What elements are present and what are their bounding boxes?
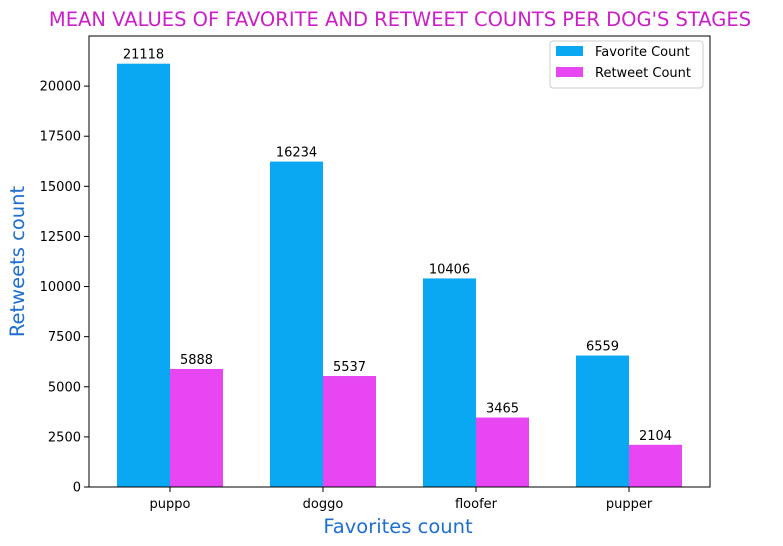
bar-favorite-pupper (576, 356, 629, 487)
y-tick-label: 12500 (40, 230, 81, 245)
legend-label: Retweet Count (595, 66, 691, 81)
chart-title: MEAN VALUES OF FAVORITE AND RETWEET COUN… (49, 8, 751, 31)
legend-swatch-favorite (556, 46, 583, 56)
y-tick-label: 5000 (48, 380, 81, 395)
legend-swatch-retweet (556, 67, 583, 77)
bar-value-label: 10406 (429, 262, 470, 277)
bar-retweet-floofer (476, 418, 529, 487)
plot-area: 21118 5888 puppo 16234 5537 doggo 10406 3465 flo… (40, 36, 710, 512)
y-tick-label: 7500 (48, 330, 81, 345)
x-tick-label: puppo (150, 497, 191, 512)
x-tick-label: doggo (303, 497, 344, 512)
y-tick-label: 20000 (40, 80, 81, 95)
bar-retweet-doggo (323, 376, 376, 487)
y-tick-label: 15000 (40, 180, 81, 195)
y-tick-label: 17500 (40, 130, 81, 145)
y-axis-label: Retweets count (6, 186, 29, 338)
bar-value-label: 21118 (123, 48, 164, 63)
bar-retweet-pupper (629, 445, 682, 487)
x-tick-label: pupper (606, 497, 653, 512)
bar-value-label: 6559 (586, 340, 619, 355)
bar-favorite-puppo (117, 64, 170, 487)
y-tick-label: 0 (73, 481, 81, 496)
legend: Favorite Count Retweet Count (550, 41, 703, 88)
bar-retweet-puppo (170, 369, 223, 487)
bar-favorite-floofer (423, 278, 476, 487)
y-tick-label: 10000 (40, 280, 81, 295)
bar-value-label: 5537 (333, 360, 366, 375)
legend-label: Favorite Count (595, 45, 690, 60)
bar-value-label: 2104 (639, 429, 672, 444)
y-tick-label: 2500 (48, 430, 81, 445)
x-tick-label: floofer (455, 497, 498, 512)
bar-value-label: 16234 (276, 146, 317, 161)
bar-value-label: 5888 (180, 353, 213, 368)
bar-value-label: 3465 (486, 402, 519, 417)
x-axis-label: Favorites count (323, 515, 473, 538)
bar-favorite-doggo (270, 162, 323, 487)
